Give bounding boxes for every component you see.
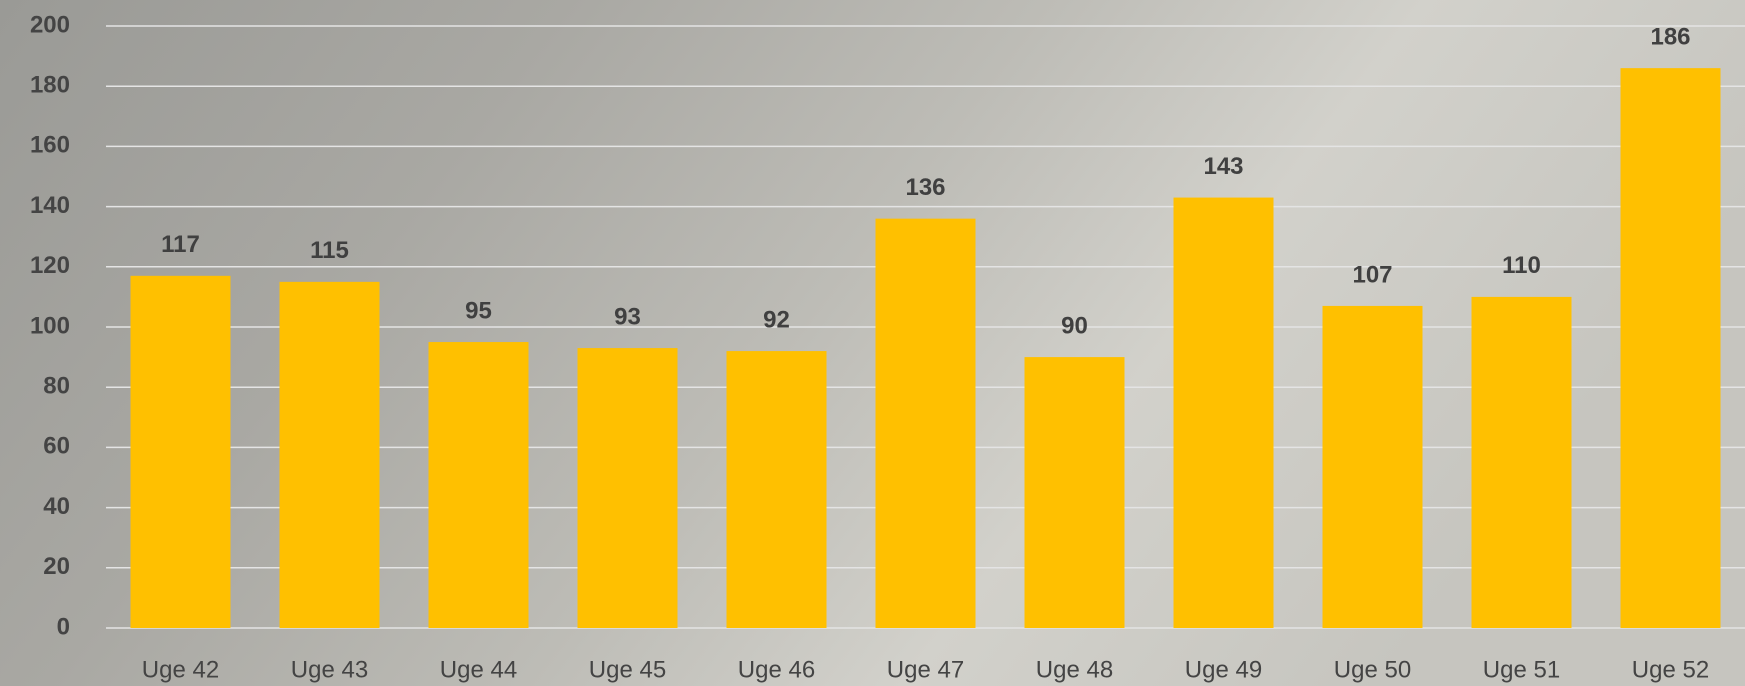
x-tick-label: Uge 47 (887, 656, 964, 683)
y-tick-label: 120 (30, 252, 70, 279)
x-tick-label: Uge 49 (1185, 656, 1262, 683)
y-tick-label: 100 (30, 312, 70, 339)
x-tick-label: Uge 46 (738, 656, 815, 683)
data-label: 90 (1061, 312, 1088, 339)
y-tick-label: 200 (30, 11, 70, 38)
data-label: 95 (465, 297, 492, 324)
bar (1024, 357, 1125, 628)
bar (130, 275, 231, 628)
y-tick-label: 20 (43, 553, 70, 580)
y-tick-label: 180 (30, 72, 70, 99)
y-tick-label: 60 (43, 433, 70, 460)
bar (577, 348, 678, 628)
bar (279, 281, 380, 628)
y-tick-label: 80 (43, 373, 70, 400)
data-label: 92 (763, 306, 790, 333)
x-tick-label: Uge 45 (589, 656, 666, 683)
data-label: 115 (310, 237, 349, 264)
y-tick-label: 140 (30, 192, 70, 219)
bar (1620, 68, 1721, 628)
x-tick-label: Uge 48 (1036, 656, 1113, 683)
bar (1322, 305, 1423, 628)
y-tick-label: 0 (57, 613, 70, 640)
x-tick-label: Uge 43 (291, 656, 368, 683)
data-label: 117 (161, 231, 200, 258)
data-label: 186 (1650, 23, 1690, 50)
data-label: 143 (1203, 153, 1243, 180)
x-tick-label: Uge 50 (1334, 656, 1411, 683)
x-tick-label: Uge 44 (440, 656, 517, 683)
bar (875, 218, 976, 628)
y-tick-label: 40 (43, 493, 70, 520)
bar (428, 342, 529, 628)
bar (1471, 296, 1572, 628)
bar (1173, 197, 1274, 628)
x-tick-label: Uge 42 (142, 656, 219, 683)
data-label: 110 (1502, 252, 1541, 279)
y-tick-label: 160 (30, 132, 70, 159)
data-label: 93 (614, 303, 641, 330)
x-tick-label: Uge 52 (1632, 656, 1709, 683)
data-label: 136 (905, 174, 945, 201)
x-tick-label: Uge 51 (1483, 656, 1560, 683)
data-label: 107 (1352, 261, 1392, 288)
bar (726, 351, 827, 628)
